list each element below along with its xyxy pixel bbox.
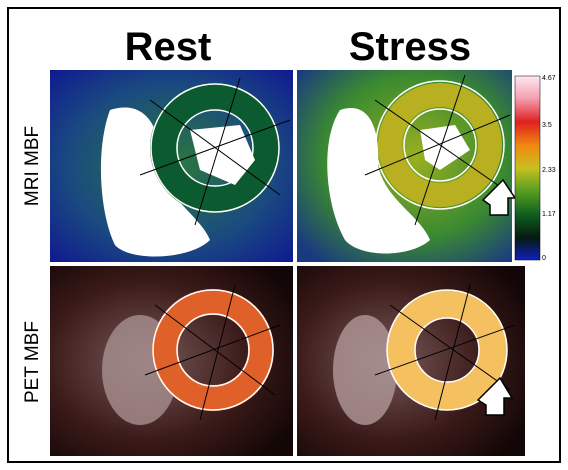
pet-rest-image — [50, 266, 293, 456]
mri-stress-image — [297, 70, 517, 262]
row-label: PET MBF — [22, 321, 43, 403]
pet-stress-image — [297, 266, 525, 456]
colorbar-label: 4.67 — [542, 75, 556, 82]
colorbar-label: 2.33 — [542, 167, 556, 174]
colorbar — [514, 75, 541, 261]
mri-rest-image — [50, 70, 293, 262]
column-title: Rest — [125, 25, 212, 69]
colorbar-label: 3.5 — [542, 122, 552, 129]
frame — [7, 7, 561, 463]
colorbar-label: 1.17 — [542, 211, 556, 218]
colorbar-label: 0 — [542, 255, 546, 262]
row-label: MRI MBF — [22, 126, 43, 206]
column-title: Stress — [349, 25, 471, 69]
